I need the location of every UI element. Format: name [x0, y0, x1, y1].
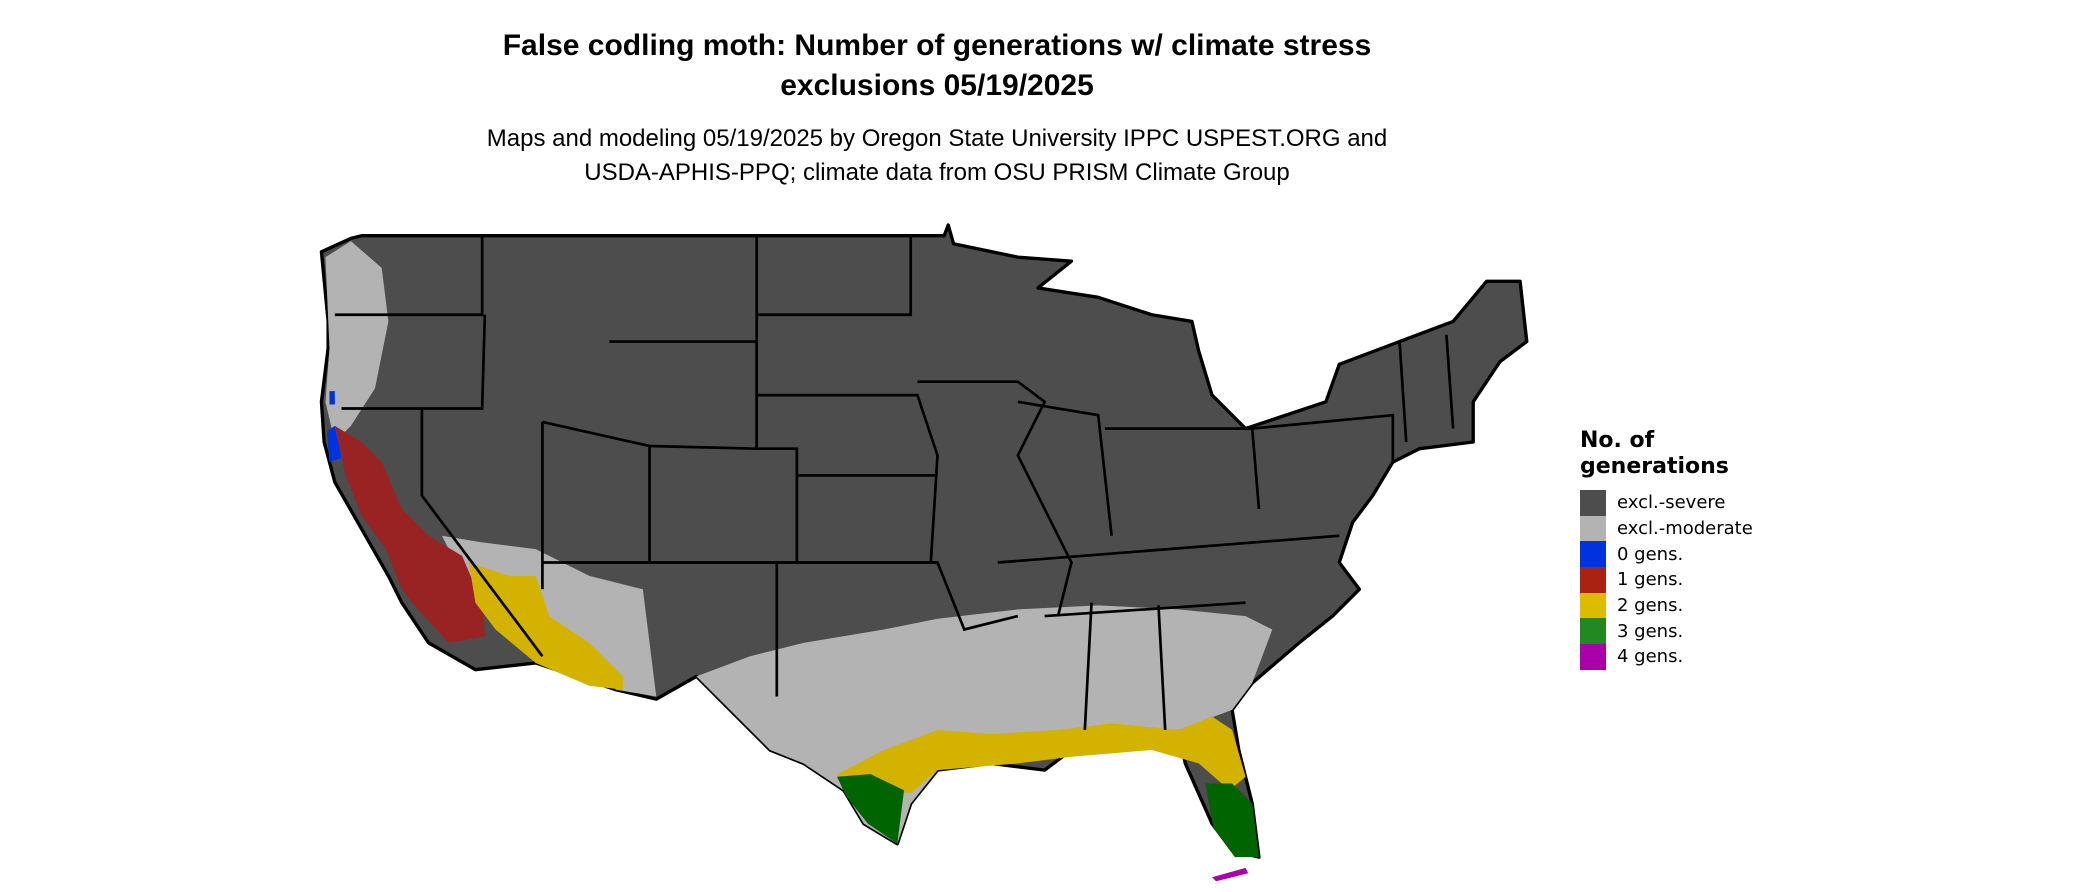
region-excl-moderate-west	[325, 241, 389, 442]
title-line-1: False codling moth: Number of generation…	[502, 29, 1372, 62]
legend-item: 1 gens.	[1580, 567, 1753, 593]
map-subtitle: Maps and modeling 05/19/2025 by Oregon S…	[0, 122, 1874, 190]
region-excl-moderate-gulf	[696, 605, 1273, 844]
region-3-gen-florida	[1205, 783, 1259, 858]
legend-item: 0 gens.	[1580, 541, 1753, 568]
legend-label: 1 gens.	[1617, 569, 1684, 591]
region-3-gen-texas	[837, 774, 905, 844]
state-borders	[334, 235, 1455, 731]
title-line-2: exclusions 05/19/2025	[780, 69, 1094, 102]
region-4-gen-keys	[1212, 867, 1249, 882]
legend-label: excl.-severe	[1617, 492, 1726, 514]
legend-title-line-2: generations	[1580, 454, 1729, 479]
region-1-gen-california	[334, 425, 485, 643]
legend-swatch	[1580, 618, 1606, 645]
subtitle-line-1: Maps and modeling 05/19/2025 by Oregon S…	[486, 125, 1388, 152]
legend-swatch	[1580, 644, 1606, 670]
legend-label: 3 gens.	[1617, 620, 1684, 642]
legend-item: 2 gens.	[1580, 592, 1753, 619]
legend-title: No. of generations	[1580, 428, 1753, 480]
legend-item: 4 gens.	[1580, 644, 1753, 670]
legend-swatch	[1580, 515, 1606, 542]
legend: No. of generations excl.-severe excl.-mod…	[1580, 428, 1753, 670]
legend-item: excl.-severe	[1580, 490, 1753, 516]
legend-swatch	[1580, 567, 1606, 593]
region-2-gen-southwest	[468, 562, 623, 690]
subtitle-line-2: USDA-APHIS-PPQ; climate data from OSU PR…	[584, 159, 1290, 186]
map-title: False codling moth: Number of generation…	[0, 26, 1874, 106]
region-2-gen-gulf	[837, 716, 1246, 793]
legend-label: 0 gens.	[1617, 543, 1684, 565]
legend-item: 3 gens.	[1580, 618, 1753, 645]
legend-swatch	[1580, 592, 1606, 619]
legend-title-line-1: No. of	[1580, 428, 1655, 453]
legend-swatch	[1580, 490, 1606, 516]
legend-swatch	[1580, 541, 1606, 568]
legend-label: 4 gens.	[1617, 646, 1684, 668]
region-0-gen-coast	[326, 391, 342, 463]
legend-item: excl.-moderate	[1580, 515, 1753, 542]
legend-label: 2 gens.	[1617, 595, 1684, 617]
legend-label: excl.-moderate	[1617, 518, 1753, 540]
